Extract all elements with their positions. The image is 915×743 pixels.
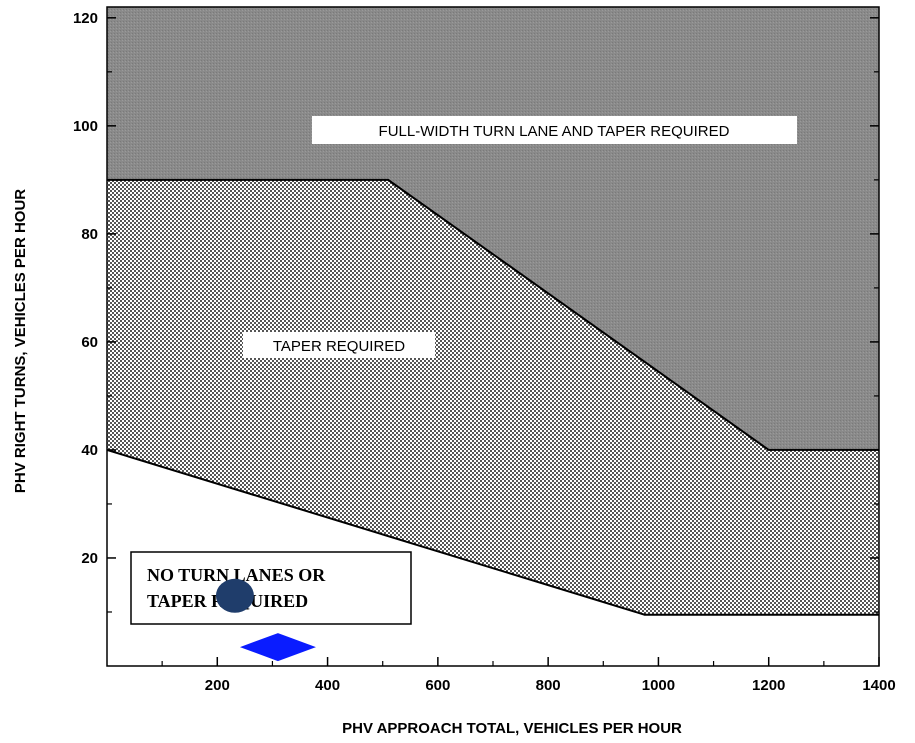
region-label-none-box	[130, 551, 412, 625]
region-label-full-width-bg	[312, 116, 797, 144]
y-tick-label: 60	[81, 334, 98, 351]
region-label-full-width: FULL-WIDTH TURN LANE AND TAPER REQUIRED	[379, 123, 730, 140]
region-label-none-line1: NO TURN LANES OR	[147, 565, 326, 585]
marker-circle	[215, 578, 254, 613]
x-tick-label: 400	[315, 677, 340, 694]
x-tick-label: 1200	[752, 677, 785, 694]
ticks: 200 400 600 800 1000 1200 1400 20 40 60 80 100 120	[73, 10, 896, 694]
x-tick-label: 200	[205, 677, 230, 694]
x-tick-label: 1000	[642, 677, 675, 694]
boundary-line-upper	[107, 178, 879, 451]
markers	[215, 578, 316, 662]
x-tick-label: 800	[536, 677, 561, 694]
y-tick-label: 120	[73, 10, 98, 27]
marker-diamond	[239, 633, 316, 662]
y-tick-label: 100	[73, 118, 98, 135]
y-tick-label: 20	[81, 550, 98, 567]
region-label-taper: TAPER REQUIRED	[273, 338, 405, 355]
x-axis-title: PHV APPROACH TOTAL, VEHICLES PER HOUR	[342, 720, 682, 737]
y-axis-title: PHV RIGHT TURNS, VEHICLES PER HOUR	[12, 189, 29, 493]
y-tick-label: 40	[81, 442, 98, 459]
x-tick-label: 1400	[862, 677, 895, 694]
boundary-line-lower	[106, 448, 879, 616]
region-label-taper-bg	[243, 332, 435, 358]
region-taper	[107, 179, 879, 615]
y-tick-label: 80	[81, 226, 98, 243]
x-tick-label: 600	[425, 677, 450, 694]
